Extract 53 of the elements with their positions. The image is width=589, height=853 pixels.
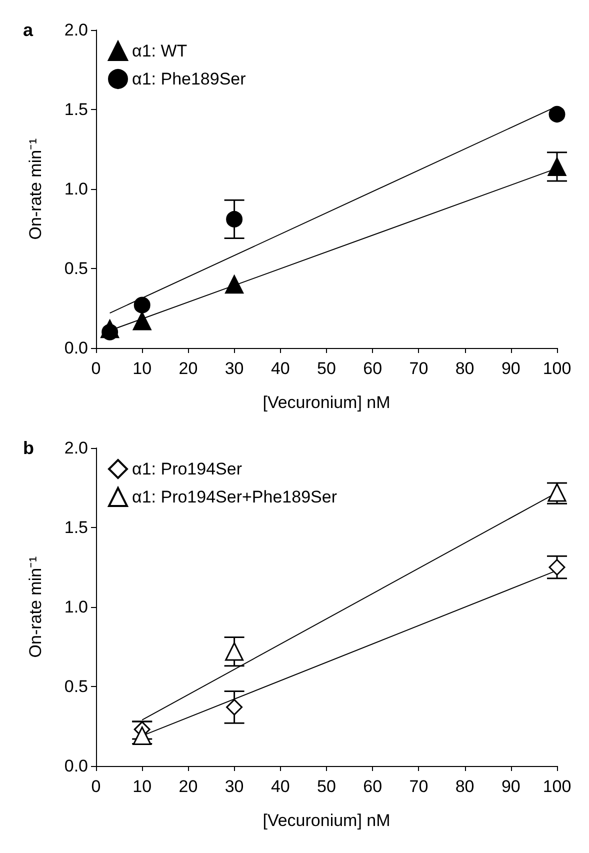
- x-tick-label: 30: [224, 359, 244, 378]
- legend-label: α1: Pro194Ser+Phe189Ser: [132, 488, 338, 506]
- point: [132, 726, 152, 746]
- y-tick-label: 1.5: [64, 100, 88, 119]
- x-tick-label: 0: [91, 359, 101, 378]
- x-tick-label: 80: [455, 359, 474, 378]
- x-tick-label: 80: [455, 777, 474, 796]
- x-tick-label: 90: [501, 359, 520, 378]
- y-axis-title: On-rate min⁻¹: [26, 138, 45, 240]
- y-tick-label: 1.0: [64, 180, 88, 198]
- x-tick-label: 70: [409, 359, 428, 378]
- y-tick-label: 1.5: [64, 518, 88, 537]
- legend-label: α1: Pro194Ser: [132, 460, 242, 478]
- x-tick-label: 20: [178, 777, 198, 796]
- y-tick-label: 0.0: [64, 338, 88, 358]
- point: [548, 106, 566, 123]
- x-tick-label: 40: [270, 777, 290, 796]
- x-axis-title: [Vecuronium] nM: [262, 393, 390, 412]
- point: [225, 642, 244, 661]
- y-tick-label: 2.0: [64, 20, 88, 40]
- point: [225, 275, 244, 294]
- x-tick-label: 100: [542, 359, 572, 378]
- point: [132, 312, 152, 330]
- point: [226, 698, 243, 716]
- point: [548, 157, 566, 176]
- y-axis-title: On-rate min⁻¹: [26, 556, 45, 658]
- legend-label: α1: Phe189Ser: [132, 70, 246, 88]
- chart-title: b: [23, 438, 34, 458]
- legend-label: α1: WT: [132, 42, 188, 60]
- x-tick-label: 0: [91, 777, 101, 796]
- x-axis-title: [Vecuronium] nM: [262, 811, 390, 830]
- x-tick-label: 60: [363, 359, 382, 378]
- y-tick-label: 1.0: [64, 598, 88, 616]
- x-tick-label: 10: [132, 359, 152, 378]
- x-tick-label: 90: [501, 777, 520, 796]
- y-tick-label: 0.5: [64, 677, 88, 696]
- y-tick-label: 2.0: [64, 438, 88, 458]
- point: [134, 296, 150, 314]
- y-tick-label: 0.5: [64, 259, 88, 278]
- x-tick-label: 30: [224, 777, 244, 796]
- x-tick-label: 50: [317, 359, 336, 378]
- chart-title: a: [23, 20, 34, 40]
- x-tick-label: 10: [132, 777, 152, 796]
- x-tick-label: 20: [178, 359, 198, 378]
- x-tick-label: 50: [317, 777, 336, 796]
- x-tick-label: 60: [363, 777, 382, 796]
- x-tick-label: 40: [270, 359, 290, 378]
- y-tick-label: 0.0: [64, 756, 88, 776]
- x-tick-label: 70: [409, 777, 428, 796]
- point: [548, 559, 566, 576]
- point: [102, 324, 118, 340]
- x-tick-label: 100: [542, 777, 572, 796]
- point: [226, 210, 243, 228]
